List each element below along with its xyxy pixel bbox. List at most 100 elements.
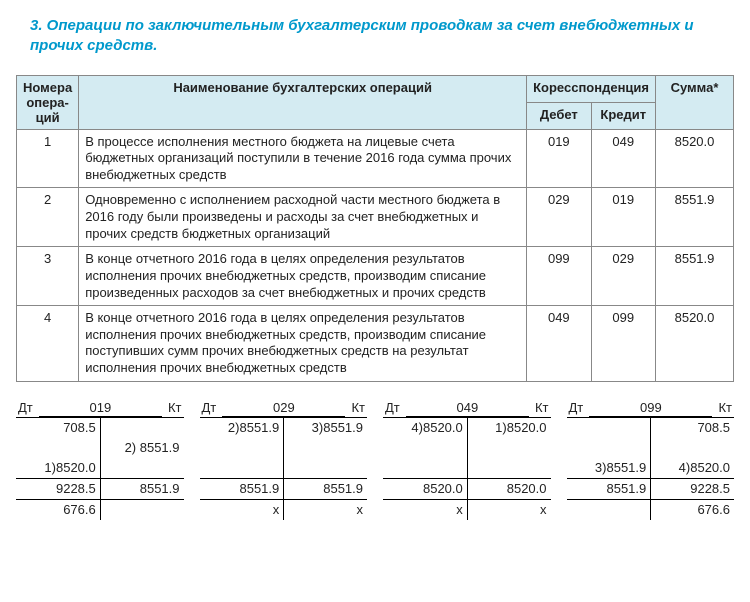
t-row — [567, 438, 735, 458]
t-row — [383, 438, 551, 458]
table-row: 4В конце отчетного 2016 года в целях опр… — [17, 306, 734, 382]
t-dt-label: Дт — [569, 400, 584, 415]
t-header: Дт099Кт — [567, 400, 735, 418]
th-debit: Дебет — [527, 102, 591, 129]
t-cell-kt — [100, 418, 184, 438]
t-cell-dt: 8551.9 — [200, 479, 284, 499]
cell-desc: В конце отчетного 2016 года в целях опре… — [79, 306, 527, 382]
t-cell-kt: x — [467, 500, 551, 520]
t-body: 708.5 3)8551.94)8520.08551.99228.5676.6 — [567, 418, 735, 520]
t-cell-kt: 8551.9 — [100, 479, 184, 499]
t-acct-num: 019 — [39, 400, 162, 417]
th-name: Наименование бухгалтерских операций — [79, 75, 527, 129]
t-cell-kt — [100, 458, 184, 478]
t-row: 4)8520.01)8520.0 — [383, 418, 551, 438]
t-header: Дт049Кт — [383, 400, 551, 418]
t-cell-kt: 9228.5 — [650, 479, 734, 499]
t-cell-dt: 3)8551.9 — [567, 458, 651, 478]
t-cell-kt: 8551.9 — [283, 479, 367, 499]
th-num: Номера опера-ций — [17, 75, 79, 129]
t-cell-kt: 708.5 — [650, 418, 734, 438]
t-row: 8551.99228.5 — [567, 478, 735, 499]
th-credit: Кредит — [591, 102, 655, 129]
t-acct-num: 049 — [406, 400, 529, 417]
t-cell-dt: 676.6 — [16, 500, 100, 520]
t-cell-dt: 9228.5 — [16, 479, 100, 499]
t-row: 676.6 — [16, 499, 184, 520]
t-cell-dt — [383, 438, 467, 458]
t-cell-dt — [567, 438, 651, 458]
t-cell-dt: 1)8520.0 — [16, 458, 100, 478]
t-row — [383, 458, 551, 478]
t-account: Дт019Кт708.52) 8551.91)8520.09228.58551.… — [16, 400, 184, 520]
t-cell-dt — [200, 458, 284, 478]
t-account: Дт 029 Кт 2)8551.93)8551.9 8551.98551.9xx — [200, 400, 368, 520]
cell-debit: 019 — [527, 129, 591, 188]
t-header: Дт019Кт — [16, 400, 184, 418]
cell-num: 2 — [17, 188, 79, 247]
t-cell-kt: 8520.0 — [467, 479, 551, 499]
cell-debit: 099 — [527, 247, 591, 306]
t-accounts-row: Дт019Кт708.52) 8551.91)8520.09228.58551.… — [16, 400, 734, 520]
cell-sum: 8520.0 — [656, 306, 734, 382]
t-account: Дт099Кт708.5 3)8551.94)8520.08551.99228.5… — [567, 400, 735, 520]
t-row: xx — [383, 499, 551, 520]
table-row: 1В процессе исполнения местного бюджета … — [17, 129, 734, 188]
t-cell-dt: 8551.9 — [567, 479, 651, 499]
cell-desc: В процессе исполнения местного бюджета н… — [79, 129, 527, 188]
t-cell-kt: x — [283, 500, 367, 520]
t-cell-kt: 676.6 — [650, 500, 734, 520]
t-row: 2) 8551.9 — [16, 438, 184, 458]
t-cell-dt: x — [200, 500, 284, 520]
t-row: 708.5 — [16, 418, 184, 438]
t-cell-dt — [567, 500, 651, 520]
t-row: 9228.58551.9 — [16, 478, 184, 499]
t-row: 8520.08520.0 — [383, 478, 551, 499]
cell-sum: 8520.0 — [656, 129, 734, 188]
t-row: 676.6 — [567, 499, 735, 520]
main-table: Номера опера-ций Наименование бухгалтерс… — [16, 75, 734, 382]
t-cell-kt — [467, 438, 551, 458]
t-dt-label: Дт — [202, 400, 217, 415]
cell-debit: 029 — [527, 188, 591, 247]
cell-credit: 019 — [591, 188, 655, 247]
cell-desc: Одновременно с исполнением расходной час… — [79, 188, 527, 247]
cell-num: 3 — [17, 247, 79, 306]
table-row: 3В конце отчетного 2016 года в целях опр… — [17, 247, 734, 306]
t-cell-dt — [567, 418, 651, 438]
cell-sum: 8551.9 — [656, 247, 734, 306]
t-row: xx — [200, 499, 368, 520]
t-cell-kt: 1)8520.0 — [467, 418, 551, 438]
cell-desc: В конце отчетного 2016 года в целях опре… — [79, 247, 527, 306]
t-dt-label: Дт — [385, 400, 400, 415]
section-title: 3. Операции по заключительным бухгалтерс… — [16, 16, 734, 57]
t-cell-dt — [383, 458, 467, 478]
t-cell-dt — [200, 438, 284, 458]
t-row — [200, 458, 368, 478]
t-cell-dt: 4)8520.0 — [383, 418, 467, 438]
t-kt-label: Кт — [718, 400, 732, 415]
t-body: 2)8551.93)8551.9 8551.98551.9xx — [200, 418, 368, 520]
t-row: 8551.98551.9 — [200, 478, 368, 499]
t-row: 3)8551.94)8520.0 — [567, 458, 735, 478]
t-cell-kt: 3)8551.9 — [283, 418, 367, 438]
t-cell-dt — [16, 438, 100, 458]
t-kt-label: Кт — [351, 400, 365, 415]
t-cell-dt: 708.5 — [16, 418, 100, 438]
t-cell-dt: x — [383, 500, 467, 520]
t-row: 1)8520.0 — [16, 458, 184, 478]
th-corr: Коресспонденция — [527, 75, 656, 102]
cell-credit: 099 — [591, 306, 655, 382]
t-cell-kt: 2) 8551.9 — [100, 438, 184, 458]
t-acct-num: 029 — [222, 400, 345, 417]
t-cell-dt: 2)8551.9 — [200, 418, 284, 438]
t-body: 4)8520.01)8520.0 8520.08520.0xx — [383, 418, 551, 520]
t-dt-label: Дт — [18, 400, 33, 415]
t-row: 2)8551.93)8551.9 — [200, 418, 368, 438]
t-cell-dt: 8520.0 — [383, 479, 467, 499]
table-row: 2 Одновременно с исполнением расходной ч… — [17, 188, 734, 247]
t-cell-kt: 4)8520.0 — [650, 458, 734, 478]
t-cell-kt — [467, 458, 551, 478]
t-cell-kt — [283, 458, 367, 478]
t-cell-kt — [283, 438, 367, 458]
